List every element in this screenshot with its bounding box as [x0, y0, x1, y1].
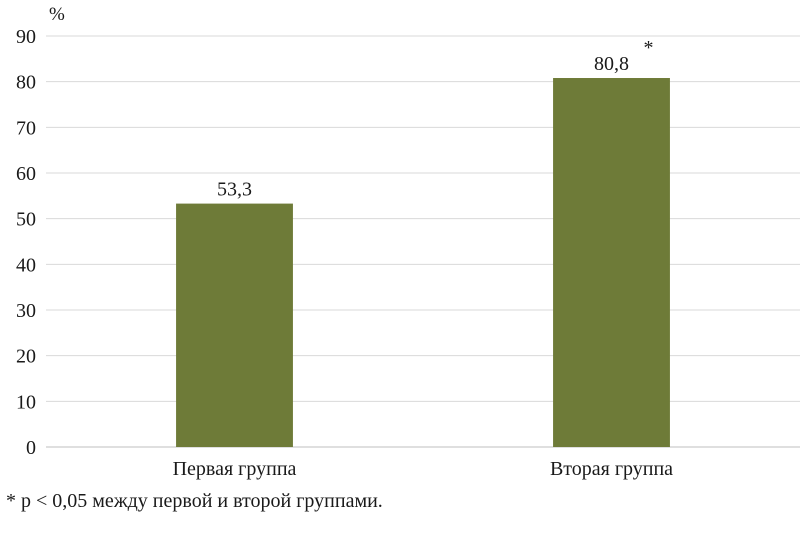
data-labels: 53,3 80,8 * [217, 37, 654, 201]
y-tick-label: 0 [26, 437, 36, 459]
gridlines [46, 35, 800, 448]
bar [553, 78, 670, 447]
x-category-label: Первая группа [173, 458, 297, 480]
y-axis-ticks: 0 10 20 30 40 50 60 70 80 90 [16, 26, 36, 459]
significance-marker: * [644, 37, 654, 59]
bar-chart: 0 10 20 30 40 50 60 70 80 90 % 53,3 80,8 * Первая г… [16, 4, 800, 480]
y-tick-label: 70 [16, 117, 36, 139]
x-category-label: Вторая группа [550, 458, 673, 480]
data-label: 53,3 [217, 179, 252, 201]
y-tick-label: 20 [16, 346, 36, 368]
y-tick-label: 90 [16, 26, 36, 48]
y-axis-unit-label: % [49, 4, 65, 25]
y-tick-label: 50 [16, 209, 36, 231]
y-tick-label: 40 [16, 254, 36, 276]
bar [176, 203, 293, 447]
bars [176, 78, 670, 447]
chart-footnote: * p < 0,05 между первой и второй группам… [6, 490, 383, 512]
y-tick-label: 30 [16, 300, 36, 322]
y-tick-label: 80 [16, 72, 36, 94]
data-label: 80,8 [594, 53, 629, 75]
y-tick-label: 60 [16, 163, 36, 185]
y-tick-label: 10 [16, 391, 36, 413]
x-axis-category-labels: Первая группа Вторая группа [173, 458, 674, 480]
